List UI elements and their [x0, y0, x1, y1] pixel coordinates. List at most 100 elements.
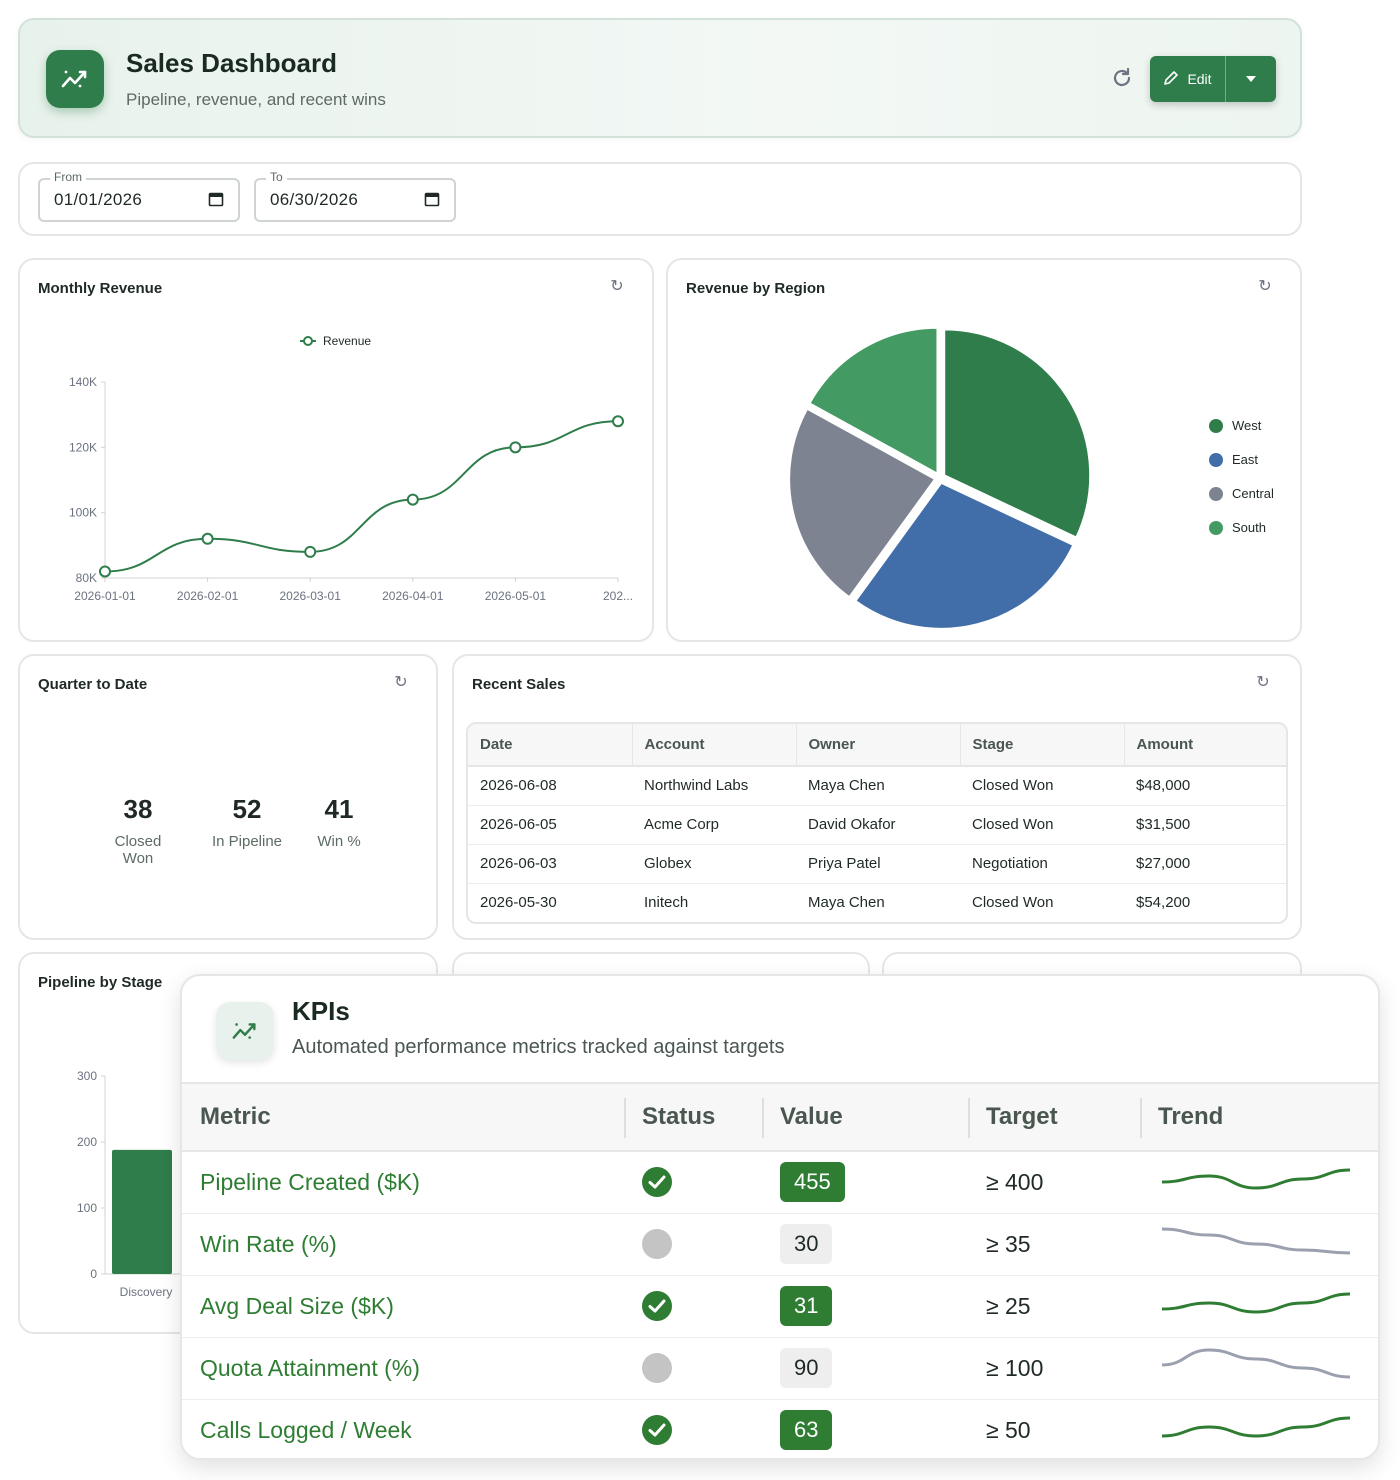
kpi-trend — [1140, 1337, 1378, 1400]
column-header-date[interactable]: Date — [468, 724, 633, 767]
column-header-amount[interactable]: Amount — [1124, 724, 1286, 767]
header-label: Target — [986, 1103, 1058, 1130]
metric-name[interactable]: Quota Attainment (%) — [200, 1354, 420, 1381]
data-point — [201, 532, 214, 545]
value-badge: 30 — [780, 1224, 833, 1264]
check-circle-icon — [642, 1167, 672, 1198]
bar — [112, 1149, 172, 1274]
check-circle-icon — [642, 1415, 672, 1445]
y-tick-label: 0 — [90, 1267, 97, 1281]
x-tick-label: 2026-03-01 — [280, 589, 342, 603]
column-divider — [1140, 1098, 1142, 1138]
kpi-row[interactable]: Pipeline Created ($K) 455 ≥ 400 — [182, 1151, 1378, 1214]
kpi-metric[interactable]: Avg Deal Size ($K) — [182, 1275, 624, 1338]
metric-name[interactable]: Calls Logged / Week — [200, 1416, 412, 1443]
column-header-account[interactable]: Account — [632, 724, 797, 767]
y-tick-label: 120K — [69, 440, 97, 454]
cell-account: Globex — [632, 844, 796, 884]
refresh-icon[interactable]: ↻ — [394, 674, 408, 691]
kpi-value: 30 — [762, 1213, 968, 1276]
calendar-icon[interactable] — [424, 191, 440, 212]
kpi-metric[interactable]: Pipeline Created ($K) — [182, 1151, 624, 1214]
kpi-trend — [1140, 1275, 1378, 1338]
calendar-icon[interactable] — [208, 191, 224, 212]
column-header-target[interactable]: Target — [968, 1082, 1140, 1152]
y-tick-label: 80K — [76, 571, 97, 585]
legend-label: West — [1232, 418, 1262, 433]
kpi-value: 31 — [762, 1275, 968, 1338]
refresh-icon[interactable]: ↻ — [1256, 674, 1270, 691]
kpi-trend — [1140, 1151, 1378, 1214]
kpi-target: ≥ 50 — [968, 1399, 1140, 1458]
pie-slice-east — [854, 481, 1075, 630]
table-row[interactable]: 2026-06-05 Acme Corp David Okafor Closed… — [468, 805, 1286, 845]
stat-value: 52 — [232, 794, 262, 824]
cell-date: 2026-06-05 — [468, 805, 632, 845]
quarter-to-date-card: Quarter to Date ↻ 38 Closed Won 52 In Pi… — [18, 654, 438, 940]
column-divider — [762, 1098, 764, 1138]
cell-account: Acme Corp — [632, 805, 796, 845]
kpi-row[interactable]: Quota Attainment (%) 90 ≥ 100 — [182, 1337, 1378, 1400]
column-header-trend[interactable]: Trend — [1140, 1082, 1378, 1152]
monthly-revenue-card: Monthly Revenue ↻ 80K 100K 120K 140K 2026-01… — [18, 258, 654, 642]
kpi-row[interactable]: Calls Logged / Week 63 ≥ 50 — [182, 1399, 1378, 1458]
edit-dropdown-button[interactable] — [1226, 56, 1276, 102]
header-label: Metric — [200, 1103, 271, 1130]
revenue-by-region-card: Revenue by Region ↻ West East Central South — [666, 258, 1302, 642]
sparkline-path — [1161, 1348, 1351, 1379]
column-header-status[interactable]: Status — [624, 1082, 762, 1152]
refresh-icon[interactable]: ↻ — [610, 278, 624, 295]
card-title: Recent Sales — [472, 676, 566, 693]
kpi-row[interactable]: Avg Deal Size ($K) 31 ≥ 25 — [182, 1275, 1378, 1338]
stat-win-percent: 41 Win % — [308, 794, 370, 850]
cell-owner: Maya Chen — [796, 766, 960, 806]
page-title: Sales Dashboard — [126, 48, 337, 78]
cell-date: 2026-06-08 — [468, 766, 632, 806]
to-date-label: To — [266, 170, 287, 184]
value-badge: 63 — [780, 1410, 833, 1450]
card-title: Monthly Revenue — [38, 280, 163, 297]
kpi-row[interactable]: Win Rate (%) 30 ≥ 35 — [182, 1213, 1378, 1276]
kpi-metric[interactable]: Win Rate (%) — [182, 1213, 624, 1276]
kpi-panel: KPIs Automated performance metrics track… — [180, 974, 1380, 1460]
refresh-icon[interactable]: ↻ — [1258, 278, 1272, 295]
kpi-metric[interactable]: Quota Attainment (%) — [182, 1337, 624, 1400]
y-tick-label: 300 — [77, 1069, 97, 1083]
legend-marker — [1209, 453, 1223, 467]
card-title: Quarter to Date — [38, 676, 148, 693]
kpi-target: ≥ 35 — [968, 1213, 1140, 1276]
dashboard-header: Sales Dashboard Pipeline, revenue, and r… — [18, 18, 1302, 138]
edit-button-group: Edit — [1150, 56, 1276, 102]
column-header-owner[interactable]: Owner — [796, 724, 961, 767]
pie-slice-west — [943, 328, 1092, 539]
edit-label: Edit — [1187, 71, 1212, 87]
metric-name[interactable]: Win Rate (%) — [200, 1230, 337, 1257]
x-tick-label: 202... — [603, 589, 633, 603]
x-tick-label: 2026-02-01 — [177, 589, 239, 603]
edit-button[interactable]: Edit — [1150, 56, 1226, 102]
metric-name[interactable]: Avg Deal Size ($K) — [200, 1292, 394, 1319]
refresh-icon[interactable] — [1110, 66, 1134, 90]
cell-date: 2026-06-03 — [468, 844, 632, 884]
from-date-value: 01/01/2026 — [54, 190, 143, 209]
column-header-metric[interactable]: Metric — [182, 1082, 624, 1152]
trend-sparkline — [1161, 1227, 1351, 1255]
kpi-status — [624, 1337, 762, 1400]
table-row[interactable]: 2026-06-08 Northwind Labs Maya Chen Clos… — [468, 766, 1286, 806]
pencil-icon — [1163, 70, 1179, 89]
kpi-trend — [1140, 1399, 1378, 1458]
stat-label: In Pipeline — [211, 833, 283, 850]
metric-name[interactable]: Pipeline Created ($K) — [200, 1168, 420, 1195]
check-circle-icon — [642, 1291, 672, 1321]
to-date-input[interactable]: To 06/30/2026 — [254, 170, 456, 222]
column-header-value[interactable]: Value — [762, 1082, 968, 1152]
stat-in-pipeline: 52 In Pipeline — [204, 794, 290, 850]
table-row[interactable]: 2026-05-30 Initech Maya Chen Closed Won … — [468, 883, 1286, 922]
column-header-stage[interactable]: Stage — [960, 724, 1125, 767]
kpi-metric[interactable]: Calls Logged / Week — [182, 1399, 624, 1458]
data-point — [509, 441, 522, 454]
cell-stage: Closed Won — [960, 766, 1124, 806]
from-date-input[interactable]: From 01/01/2026 — [38, 170, 240, 222]
legend-label: Revenue — [323, 334, 371, 348]
table-row[interactable]: 2026-06-03 Globex Priya Patel Negotiatio… — [468, 844, 1286, 884]
